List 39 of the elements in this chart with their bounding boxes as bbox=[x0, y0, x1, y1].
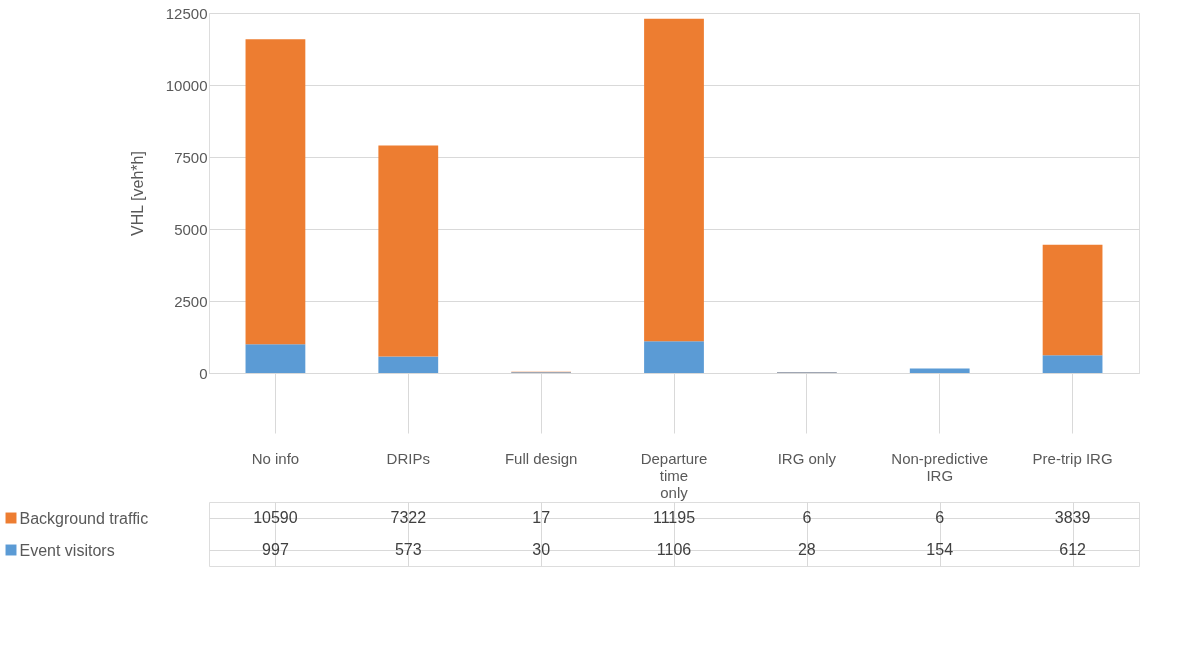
x-tick-label: Departure time only bbox=[640, 449, 708, 501]
data-label: 997 bbox=[262, 541, 289, 558]
data-label: 612 bbox=[1059, 541, 1087, 558]
bar bbox=[378, 356, 439, 373]
legend-label: Event visitors bbox=[19, 541, 115, 559]
data-label: 30 bbox=[532, 541, 551, 558]
x-tick-label: Full design bbox=[504, 449, 578, 467]
bar bbox=[245, 344, 306, 373]
bar bbox=[644, 341, 704, 373]
y-tick-label: 12500 bbox=[165, 4, 208, 22]
y-tick-label: 2500 bbox=[174, 292, 208, 310]
data-label: 154 bbox=[926, 541, 954, 558]
bar bbox=[1042, 244, 1103, 356]
data-label: 6 bbox=[935, 509, 945, 526]
bar bbox=[909, 368, 970, 373]
y-tick-label: 10000 bbox=[165, 76, 208, 94]
y-tick-label: 7500 bbox=[174, 148, 208, 166]
y-tick-label: 0 bbox=[199, 364, 208, 382]
data-label: 1106 bbox=[656, 541, 692, 558]
x-tick-label: No info bbox=[251, 449, 300, 467]
bar bbox=[378, 145, 439, 357]
data-label: 6 bbox=[802, 509, 812, 526]
data-label: 3839 bbox=[1054, 509, 1091, 526]
legend-label: Background traffic bbox=[19, 509, 149, 527]
x-tick-label: DRIPs bbox=[386, 449, 430, 467]
data-label: 28 bbox=[797, 541, 816, 558]
data-label: 573 bbox=[394, 541, 422, 558]
y-axis-title: VHL [veh*h] bbox=[128, 151, 146, 236]
x-tick-label: Non-predictive IRG bbox=[891, 449, 989, 484]
bar bbox=[245, 39, 306, 345]
bar bbox=[1042, 355, 1103, 373]
data-label: 10590 bbox=[253, 509, 298, 526]
data-label: 17 bbox=[532, 509, 551, 526]
bar bbox=[644, 18, 704, 342]
data-label: 7322 bbox=[390, 509, 427, 526]
x-tick-label: IRG only bbox=[777, 449, 837, 467]
y-tick-label: 5000 bbox=[174, 220, 208, 238]
x-tick-label: Pre-trip IRG bbox=[1032, 449, 1113, 467]
data-label: 11195 bbox=[652, 509, 696, 526]
